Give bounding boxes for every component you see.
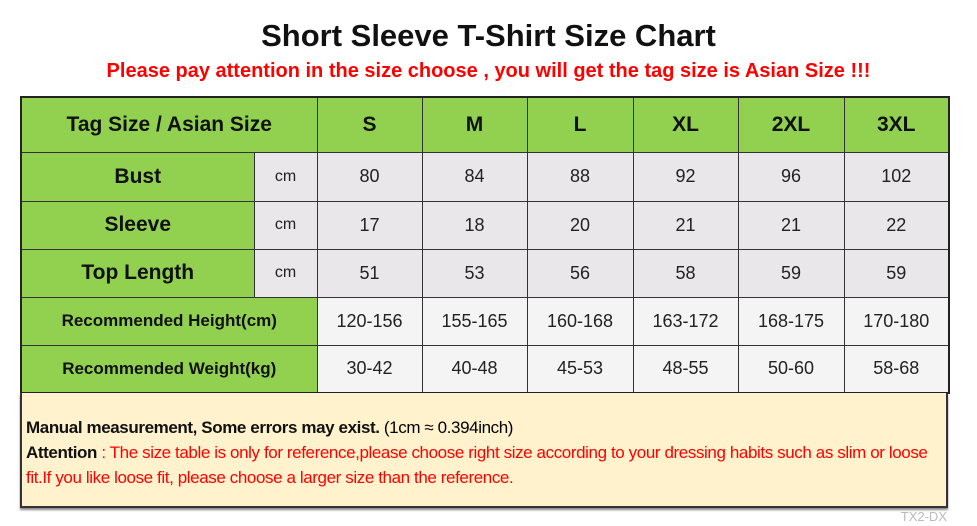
value-cell: 168-175 (737, 296, 845, 346)
size-header: 3XL (843, 96, 950, 153)
value-cell: 48-55 (632, 344, 739, 394)
size-header: XL (632, 96, 739, 153)
table-row: Bust cm 80 84 88 92 96 102 (20, 151, 950, 202)
asian-size-warning: Please pay attention in the size choose … (106, 60, 871, 82)
value-cell: 18 (421, 200, 528, 250)
value-cell: 53 (421, 248, 528, 298)
size-header: S (316, 96, 423, 153)
value-cell: 170-180 (843, 296, 950, 346)
value-cell: 58 (632, 248, 739, 298)
value-cell: 17 (316, 200, 423, 250)
note-line-1: Manual measurement, Some errors may exis… (26, 415, 942, 440)
measurement-note: Manual measurement, Some errors may exis… (20, 393, 948, 508)
size-header: M (421, 96, 528, 153)
value-cell: 59 (843, 248, 950, 298)
header-label: Tag Size / Asian Size (20, 96, 318, 153)
value-cell: 59 (737, 248, 845, 298)
value-cell: 58-68 (843, 344, 950, 394)
watermark: TX2-DX (900, 509, 947, 524)
row-label: Recommended Weight(kg) (20, 344, 318, 394)
table-row: Top Length cm 51 53 56 58 59 59 (20, 248, 950, 298)
value-cell: 88 (526, 151, 634, 202)
note-bold: Manual measurement, Some errors may exis… (26, 418, 380, 437)
value-cell: 160-168 (526, 296, 634, 346)
value-cell: 21 (632, 200, 739, 250)
attention-sep: : (97, 443, 110, 462)
value-cell: 80 (316, 151, 423, 202)
value-cell: 51 (316, 248, 423, 298)
value-cell: 84 (421, 151, 528, 202)
table-row: Recommended Height(cm) 120-156 155-165 1… (20, 296, 950, 346)
table-row: Sleeve cm 17 18 20 21 21 22 (20, 200, 950, 250)
value-cell: 45-53 (526, 344, 634, 394)
value-cell: 22 (843, 200, 950, 250)
row-label: Bust (20, 151, 255, 202)
row-label: Recommended Height(cm) (20, 296, 318, 346)
size-header: 2XL (737, 96, 845, 153)
value-cell: 30-42 (316, 344, 423, 394)
value-cell: 21 (737, 200, 845, 250)
value-cell: 163-172 (632, 296, 739, 346)
row-label: Top Length (20, 248, 255, 298)
value-cell: 40-48 (421, 344, 528, 394)
size-table: Tag Size / Asian Size S M L XL 2XL 3XL B… (20, 96, 950, 394)
table-row: Recommended Weight(kg) 30-42 40-48 45-53… (20, 344, 950, 394)
value-cell: 20 (526, 200, 634, 250)
table-header-row: Tag Size / Asian Size S M L XL 2XL 3XL (20, 96, 950, 153)
conversion-text: (1cm ≈ 0.394inch) (379, 418, 514, 437)
value-cell: 155-165 (421, 296, 528, 346)
attention-text: The size table is only for reference,ple… (26, 443, 928, 487)
size-header: L (526, 96, 634, 153)
value-cell: 102 (843, 151, 950, 202)
value-cell: 120-156 (316, 296, 423, 346)
value-cell: 56 (526, 248, 634, 298)
value-cell: 92 (632, 151, 739, 202)
unit-cell: cm (253, 151, 318, 202)
attention-label: Attention (26, 443, 97, 462)
value-cell: 50-60 (737, 344, 845, 394)
value-cell: 96 (737, 151, 845, 202)
unit-cell: cm (253, 248, 318, 298)
note-attention: Attention : The size table is only for r… (26, 440, 942, 490)
chart-title: Short Sleeve T-Shirt Size Chart (261, 18, 716, 53)
row-label: Sleeve (20, 200, 255, 250)
unit-cell: cm (253, 200, 318, 250)
